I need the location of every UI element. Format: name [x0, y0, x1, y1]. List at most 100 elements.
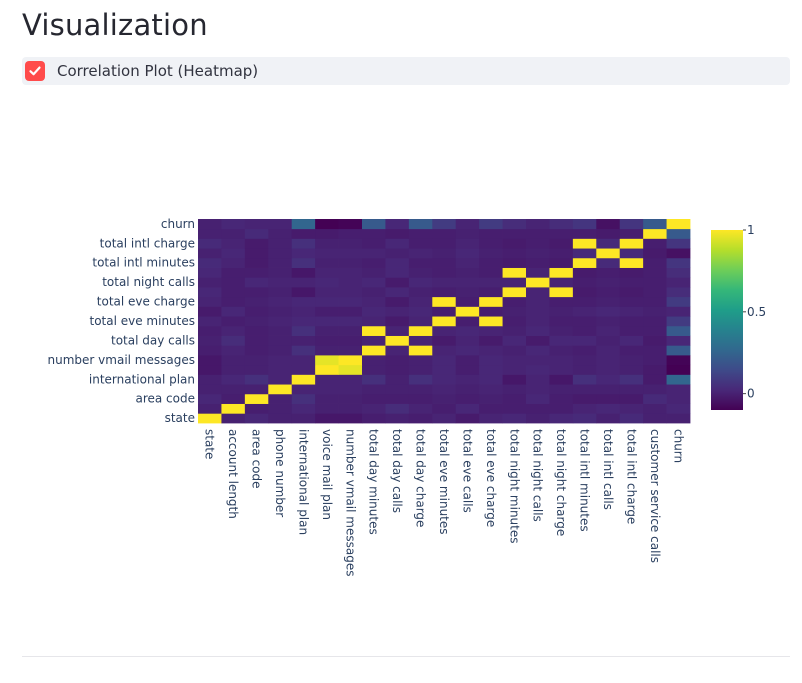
heatmap-cell[interactable] — [338, 306, 363, 317]
heatmap-cell[interactable] — [385, 296, 410, 307]
heatmap-cell[interactable] — [432, 228, 457, 239]
heatmap-cell[interactable] — [502, 413, 527, 424]
heatmap-cell[interactable] — [619, 403, 644, 414]
heatmap-cell[interactable] — [244, 384, 269, 395]
heatmap-cell[interactable] — [455, 325, 480, 336]
heatmap-cell[interactable] — [362, 296, 386, 307]
heatmap-cell[interactable] — [315, 393, 339, 404]
heatmap-cell[interactable] — [479, 277, 503, 288]
heatmap-cell[interactable] — [455, 374, 480, 385]
heatmap-cell[interactable] — [338, 355, 363, 366]
heatmap-cell[interactable] — [666, 325, 691, 336]
heatmap-cell[interactable] — [572, 384, 597, 395]
heatmap-cell[interactable] — [291, 413, 316, 424]
heatmap-cell[interactable] — [432, 296, 457, 307]
heatmap-cell[interactable] — [572, 257, 597, 268]
heatmap-cell[interactable] — [526, 393, 550, 404]
heatmap-cell[interactable] — [666, 228, 691, 239]
heatmap-cell[interactable] — [549, 277, 574, 288]
heatmap-cell[interactable] — [643, 316, 667, 327]
heatmap-cell[interactable] — [596, 393, 621, 404]
heatmap-cell[interactable] — [315, 355, 339, 366]
heatmap-cell[interactable] — [572, 393, 597, 404]
heatmap-cell[interactable] — [643, 306, 667, 317]
heatmap-cell[interactable] — [526, 306, 550, 317]
heatmap-cell[interactable] — [338, 403, 363, 414]
heatmap-cell[interactable] — [502, 248, 527, 259]
heatmap-cell[interactable] — [385, 287, 410, 298]
heatmap-cell[interactable] — [244, 316, 269, 327]
heatmap-cell[interactable] — [315, 296, 339, 307]
heatmap-cell[interactable] — [408, 228, 433, 239]
heatmap-cell[interactable] — [596, 267, 621, 278]
heatmap-cell[interactable] — [549, 355, 574, 366]
heatmap-cell[interactable] — [362, 306, 386, 317]
heatmap-cell[interactable] — [549, 413, 574, 424]
heatmap-cell[interactable] — [643, 325, 667, 336]
heatmap-cell[interactable] — [666, 413, 691, 424]
heatmap-cell[interactable] — [268, 393, 293, 404]
heatmap-cell[interactable] — [291, 248, 316, 259]
heatmap-cell[interactable] — [362, 403, 386, 414]
heatmap-cell[interactable] — [268, 306, 293, 317]
heatmap-cell[interactable] — [455, 248, 480, 259]
heatmap-cell[interactable] — [455, 403, 480, 414]
heatmap-cell[interactable] — [596, 257, 621, 268]
heatmap-cell[interactable] — [502, 325, 527, 336]
heatmap-cell[interactable] — [221, 238, 246, 249]
heatmap-cell[interactable] — [268, 219, 293, 230]
heatmap-cell[interactable] — [455, 316, 480, 327]
heatmap-cell[interactable] — [362, 277, 386, 288]
heatmap-cell[interactable] — [221, 393, 246, 404]
heatmap-cell[interactable] — [291, 345, 316, 356]
heatmap-cell[interactable] — [432, 219, 457, 230]
heatmap-cell[interactable] — [479, 257, 503, 268]
heatmap-cell[interactable] — [432, 345, 457, 356]
heatmap-cell[interactable] — [643, 238, 667, 249]
heatmap-cell[interactable] — [455, 238, 480, 249]
heatmap-cell[interactable] — [666, 257, 691, 268]
heatmap-cell[interactable] — [502, 355, 527, 366]
heatmap-cell[interactable] — [338, 335, 363, 346]
heatmap-cell[interactable] — [244, 287, 269, 298]
heatmap-cell[interactable] — [432, 413, 457, 424]
heatmap-cell[interactable] — [572, 355, 597, 366]
heatmap-cell[interactable] — [455, 296, 480, 307]
heatmap-cell[interactable] — [408, 355, 433, 366]
heatmap-cell[interactable] — [643, 277, 667, 288]
heatmap-cell[interactable] — [596, 325, 621, 336]
heatmap-cell[interactable] — [666, 219, 691, 230]
heatmap-cell[interactable] — [479, 219, 503, 230]
heatmap-cell[interactable] — [244, 296, 269, 307]
heatmap-cell[interactable] — [526, 413, 550, 424]
heatmap-cell[interactable] — [502, 287, 527, 298]
heatmap-cell[interactable] — [221, 287, 246, 298]
heatmap-cell[interactable] — [268, 287, 293, 298]
heatmap-cell[interactable] — [244, 277, 269, 288]
heatmap-cell[interactable] — [643, 345, 667, 356]
heatmap-cell[interactable] — [619, 219, 644, 230]
heatmap-cell[interactable] — [338, 316, 363, 327]
heatmap-cell[interactable] — [268, 277, 293, 288]
heatmap-cell[interactable] — [291, 257, 316, 268]
heatmap-cell[interactable] — [432, 403, 457, 414]
heatmap-cell[interactable] — [221, 374, 246, 385]
heatmap-cell[interactable] — [221, 267, 246, 278]
heatmap-cell[interactable] — [244, 374, 269, 385]
heatmap-cell[interactable] — [338, 384, 363, 395]
heatmap-cell[interactable] — [244, 403, 269, 414]
heatmap-cell[interactable] — [526, 277, 550, 288]
heatmap-cell[interactable] — [221, 248, 246, 259]
heatmap-cell[interactable] — [432, 267, 457, 278]
heatmap-cell[interactable] — [198, 306, 222, 317]
heatmap-cell[interactable] — [643, 228, 667, 239]
heatmap-cell[interactable] — [362, 257, 386, 268]
heatmap-cell[interactable] — [479, 335, 503, 346]
heatmap-cell[interactable] — [362, 238, 386, 249]
heatmap-cell[interactable] — [619, 325, 644, 336]
heatmap-cell[interactable] — [198, 335, 222, 346]
heatmap-cell[interactable] — [268, 335, 293, 346]
heatmap-cell[interactable] — [549, 248, 574, 259]
heatmap-cell[interactable] — [643, 374, 667, 385]
heatmap-cell[interactable] — [479, 325, 503, 336]
